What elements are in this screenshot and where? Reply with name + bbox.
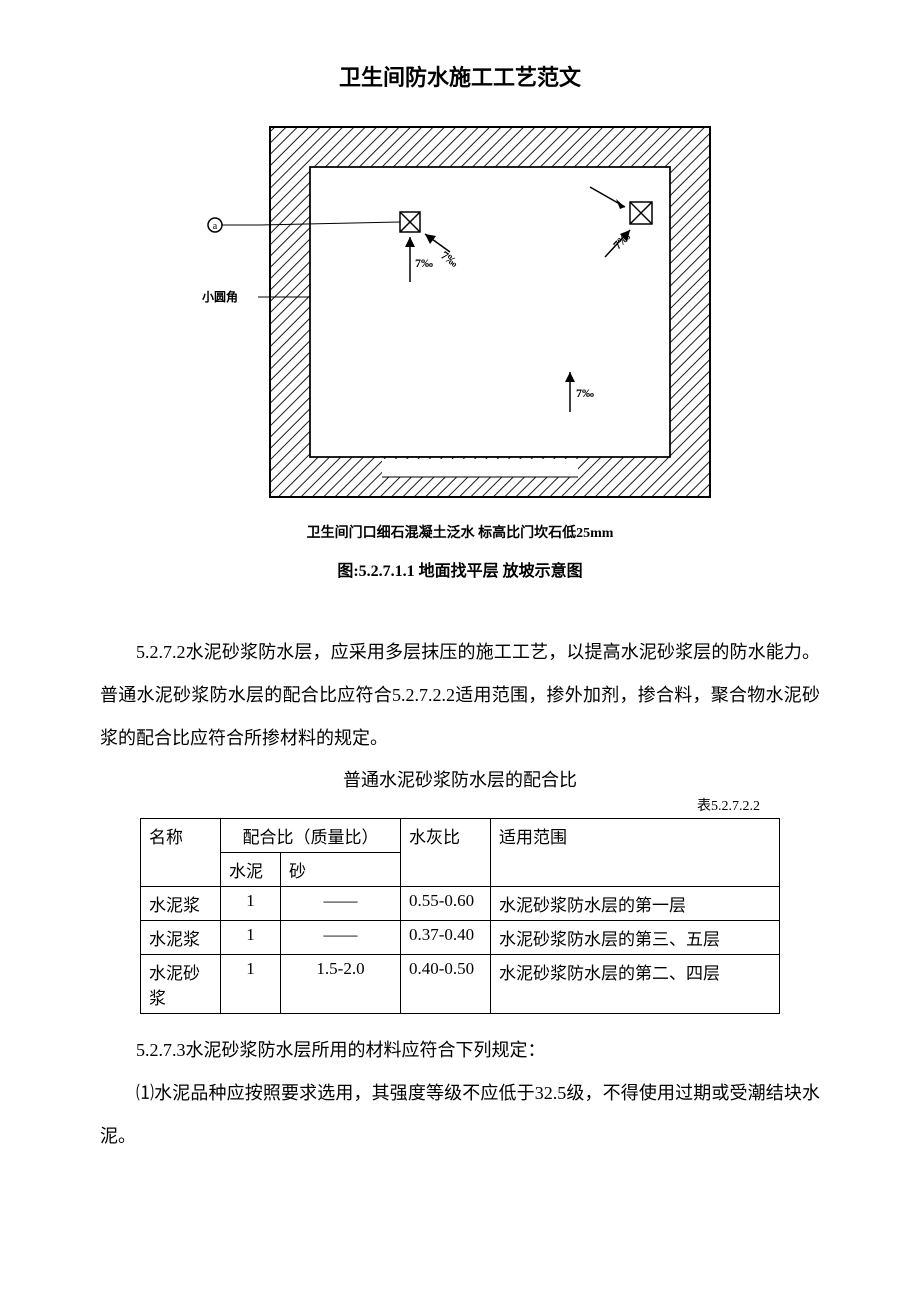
cell-sand: 1.5-2.0: [281, 954, 401, 1013]
paragraph-5-2-7-2: 5.2.7.2水泥砂浆防水层，应采用多层抹压的施工工艺，以提高水泥砂浆层的防水能…: [100, 631, 820, 761]
cell-scope: 水泥砂浆防水层的第三、五层: [491, 920, 780, 954]
th-name: 名称: [141, 818, 221, 886]
table-number: 表5.2.7.2.2: [100, 795, 820, 815]
cell-cement: 1: [221, 954, 281, 1013]
svg-text:7‰: 7‰: [438, 248, 461, 270]
cell-sand: ——: [281, 920, 401, 954]
cell-name: 水泥砂浆: [141, 954, 221, 1013]
cell-cement: 1: [221, 886, 281, 920]
th-scope: 适用范围: [491, 818, 780, 886]
cell-ratio: 0.55-0.60: [401, 886, 491, 920]
paragraph-5-2-7-3: 5.2.7.3水泥砂浆防水层所用的材料应符合下列规定：: [100, 1029, 820, 1072]
cell-name: 水泥浆: [141, 886, 221, 920]
svg-text:7‰: 7‰: [415, 256, 433, 270]
paragraph-item-1: ⑴水泥品种应按照要求选用，其强度等级不应低于32.5级，不得使用过期或受潮结块水…: [100, 1072, 820, 1158]
table-row: 水泥砂浆 1 1.5-2.0 0.40-0.50 水泥砂浆防水层的第二、四层: [141, 954, 780, 1013]
cell-scope: 水泥砂浆防水层的第一层: [491, 886, 780, 920]
svg-text:7‰: 7‰: [576, 386, 594, 400]
small-corner-label: 小圆角: [202, 289, 238, 304]
th-cement: 水泥: [221, 852, 281, 886]
diagram-svg: a 小圆角 7‰ 7‰ 7‰ 7‰: [200, 122, 720, 502]
cell-ratio: 0.40-0.50: [401, 954, 491, 1013]
th-mix-ratio: 配合比（质量比）: [221, 818, 401, 852]
cell-name: 水泥浆: [141, 920, 221, 954]
th-sand: 砂: [281, 852, 401, 886]
table-header-row-1: 名称 配合比（质量比） 水灰比 适用范围: [141, 818, 780, 852]
cell-cement: 1: [221, 920, 281, 954]
diagram-caption-2: 图:5.2.7.1.1 地面找平层 放坡示意图: [100, 557, 820, 581]
floor-slope-diagram: a 小圆角 7‰ 7‰ 7‰ 7‰: [200, 122, 720, 502]
th-water-cement: 水灰比: [401, 818, 491, 886]
page-title: 卫生间防水施工工艺范文: [100, 60, 820, 92]
table-row: 水泥浆 1 —— 0.37-0.40 水泥砂浆防水层的第三、五层: [141, 920, 780, 954]
table-title: 普通水泥砂浆防水层的配合比: [100, 766, 820, 792]
cell-sand: ——: [281, 886, 401, 920]
mix-ratio-table: 名称 配合比（质量比） 水灰比 适用范围 水泥 砂 水泥浆 1 —— 0.55-…: [140, 818, 780, 1014]
svg-text:a: a: [213, 221, 218, 232]
cell-ratio: 0.37-0.40: [401, 920, 491, 954]
cell-scope: 水泥砂浆防水层的第二、四层: [491, 954, 780, 1013]
table-row: 水泥浆 1 —— 0.55-0.60 水泥砂浆防水层的第一层: [141, 886, 780, 920]
diagram-caption-1: 卫生间门口细石混凝土泛水 标高比门坎石低25mm: [100, 522, 820, 542]
